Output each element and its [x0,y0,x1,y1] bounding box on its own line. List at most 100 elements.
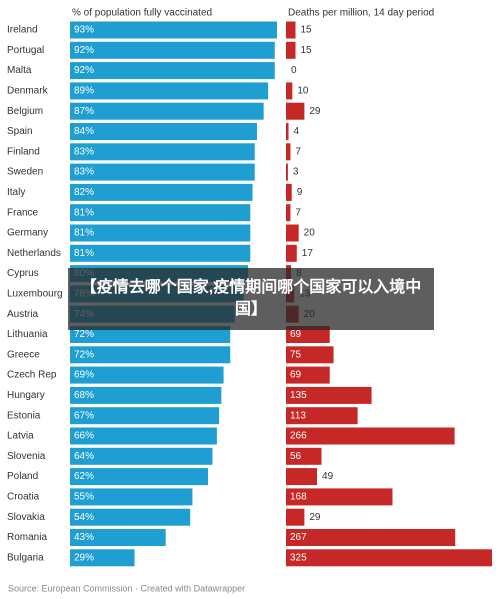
bar [70,244,251,262]
value-label: 69 [290,329,302,340]
category-label: Czech Rep [7,370,57,381]
value-label: 83% [74,167,94,178]
value-label: 84% [74,126,94,137]
bar [70,386,222,404]
bar [286,123,289,140]
bar [286,529,456,546]
bar [286,143,291,161]
category-label: Bulgaria [7,552,44,563]
category-label: Netherlands [7,248,61,259]
value-label: 135 [290,390,307,401]
bar [286,407,358,425]
category-label: Cyprus [7,268,39,279]
category-label: Denmark [7,86,49,97]
value-label: 43% [74,532,94,543]
value-label: 168 [290,492,307,503]
category-label: Italy [7,187,25,198]
bar [286,468,318,486]
bar [70,183,253,201]
value-label: 87% [74,106,94,117]
bar [286,204,291,222]
bar [286,508,305,526]
chart-title: % of population fully vaccinated [72,8,212,19]
bar [70,143,255,161]
bar [70,163,255,181]
value-label: 7 [295,146,301,157]
bar [70,41,275,59]
bar [286,224,299,242]
overlay-banner: 【疫情去哪个国家,疫情期间哪个国家可以入境中国】 [68,268,434,330]
bar [286,163,288,181]
category-label: France [7,207,39,218]
bar [70,204,251,222]
bar [286,488,393,506]
category-label: Poland [7,471,38,482]
bar [70,488,193,506]
bar [70,508,191,526]
value-label: 69 [290,370,302,381]
category-label: Austria [7,309,39,320]
bar [70,123,257,140]
value-label: 15 [301,25,313,36]
value-label: 56 [290,451,302,462]
bar [70,62,275,80]
bar [70,407,220,425]
value-label: 83% [74,146,94,157]
bar [70,529,166,546]
value-label: 267 [290,532,307,543]
value-label: 62% [74,471,94,482]
value-label: 89% [74,86,94,97]
value-label: 55% [74,492,94,503]
bar [70,326,231,343]
bar [286,427,455,445]
bar [70,468,208,486]
bar [286,326,330,343]
bar [286,244,297,262]
value-label: 69% [74,370,94,381]
bar [70,21,277,39]
value-label: 81% [74,207,94,218]
value-label: 81% [74,228,94,239]
value-label: 75 [290,349,302,360]
value-label: 72% [74,329,94,340]
value-label: 54% [74,512,94,523]
bar [286,386,372,404]
value-label: 325 [290,552,307,563]
value-label: 29 [309,106,321,117]
value-label: 10 [297,86,309,97]
category-label: Latvia [7,431,34,442]
value-label: 64% [74,451,94,462]
bar [286,346,334,364]
category-label: Finland [7,146,40,157]
bar [70,346,231,364]
category-label: Romania [7,532,47,543]
bar [70,102,264,120]
bar [70,447,213,465]
bar [286,549,492,567]
category-label: Malta [7,65,32,76]
bar [286,82,293,100]
bar [286,102,305,120]
bar [286,447,322,465]
value-label: 20 [304,228,316,239]
category-label: Hungary [7,390,45,401]
category-label: Slovenia [7,451,46,462]
value-label: 49 [322,471,334,482]
bar [70,366,224,384]
value-label: 82% [74,187,94,198]
category-label: Croatia [7,492,40,503]
chart-title: Deaths per million, 14 day period [288,8,434,19]
value-label: 9 [297,187,303,198]
bar [70,82,269,100]
value-label: 15 [301,45,313,56]
value-label: 66% [74,431,94,442]
category-label: Portugal [7,45,44,56]
category-label: Spain [7,126,33,137]
value-label: 17 [302,248,314,259]
bar [286,41,296,59]
value-label: 92% [74,65,94,76]
value-label: 72% [74,349,94,360]
category-label: Sweden [7,167,43,178]
value-label: 67% [74,410,94,421]
